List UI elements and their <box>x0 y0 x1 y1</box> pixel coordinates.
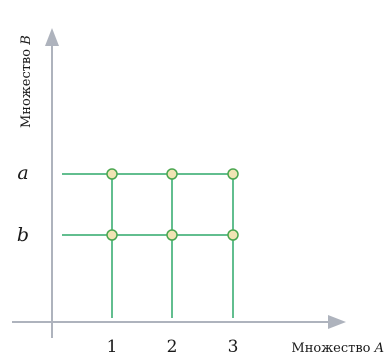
y-tick-label-b: b <box>17 224 29 246</box>
x-tick-label-3: 3 <box>228 337 239 357</box>
node-1-a <box>106 168 118 180</box>
y-tick-label-a: a <box>17 162 28 184</box>
x-tick-label-2: 2 <box>167 337 178 357</box>
y-axis-title-var: B <box>19 35 34 46</box>
node-2-b <box>166 229 178 241</box>
x-axis-arrow <box>328 315 346 329</box>
node-1-b <box>106 229 118 241</box>
x-tick-label-1: 1 <box>107 337 118 357</box>
y-axis-arrow <box>45 28 59 46</box>
x-axis-title-prefix: Множество <box>291 341 374 356</box>
pair-nodes <box>106 168 239 241</box>
node-2-a <box>166 168 178 180</box>
y-axis-title-prefix: Множество <box>19 45 34 128</box>
grid-lines <box>62 173 234 318</box>
y-axis-title: Множество B <box>19 35 34 128</box>
node-3-b <box>227 229 239 241</box>
node-3-a <box>227 168 239 180</box>
x-axis-title: Множество A <box>291 341 384 356</box>
axes <box>12 28 346 338</box>
x-axis-title-var: A <box>374 341 384 356</box>
